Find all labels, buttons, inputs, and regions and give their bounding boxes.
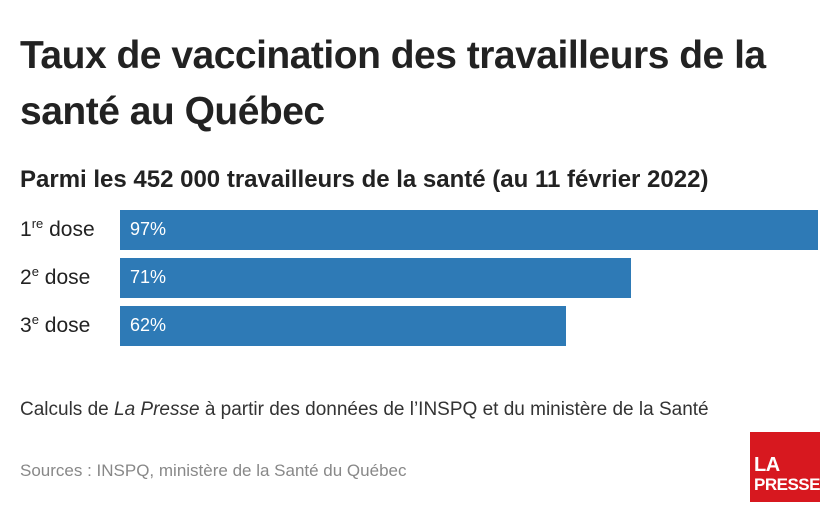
category-ordinal-suffix: e: [31, 312, 39, 327]
bar-value-label: 62%: [130, 315, 167, 335]
bar-value-label: 71%: [130, 267, 167, 287]
category-number: 3: [20, 314, 32, 337]
bar: 97%: [120, 210, 818, 250]
bar-value-label: 97%: [130, 219, 167, 239]
logo-line-2: PRESSE: [754, 475, 820, 494]
chart-row: 3e dose 62%: [0, 306, 840, 346]
sources-text: Sources : INSPQ, ministère de la Santé d…: [20, 461, 407, 480]
chart-title: Taux de vaccination des travailleurs de …: [20, 34, 766, 133]
category-word: dose: [44, 266, 91, 289]
la-presse-logo: LA PRESSE: [750, 432, 820, 502]
category-ordinal-suffix: e: [31, 264, 39, 279]
category-label: 2e dose: [20, 258, 90, 298]
logo-line-1: LA: [754, 454, 780, 476]
chart-row: 2e dose 71%: [0, 258, 840, 298]
bar: 71%: [120, 258, 631, 298]
bar: 62%: [120, 306, 566, 346]
bar-chart: 1re dose 97% 2e dose 71% 3e dose 62%: [0, 210, 840, 370]
category-word: dose: [49, 218, 95, 241]
note-prefix: Calculs de: [20, 399, 114, 420]
calculation-note: Calculs de La Presse à partir des donnée…: [20, 396, 800, 424]
category-word: dose: [44, 314, 91, 337]
category-ordinal-suffix: re: [31, 216, 44, 231]
category-label: 1re dose: [20, 210, 95, 250]
category-number: 1: [20, 218, 32, 241]
note-publication: La Presse: [114, 399, 200, 420]
chart-row: 1re dose 97%: [0, 210, 840, 250]
category-label: 3e dose: [20, 306, 90, 346]
note-suffix: à partir des données de l’INSPQ et du mi…: [199, 399, 709, 420]
chart-subtitle: Parmi les 452 000 travailleurs de la san…: [20, 166, 709, 193]
category-number: 2: [20, 266, 32, 289]
